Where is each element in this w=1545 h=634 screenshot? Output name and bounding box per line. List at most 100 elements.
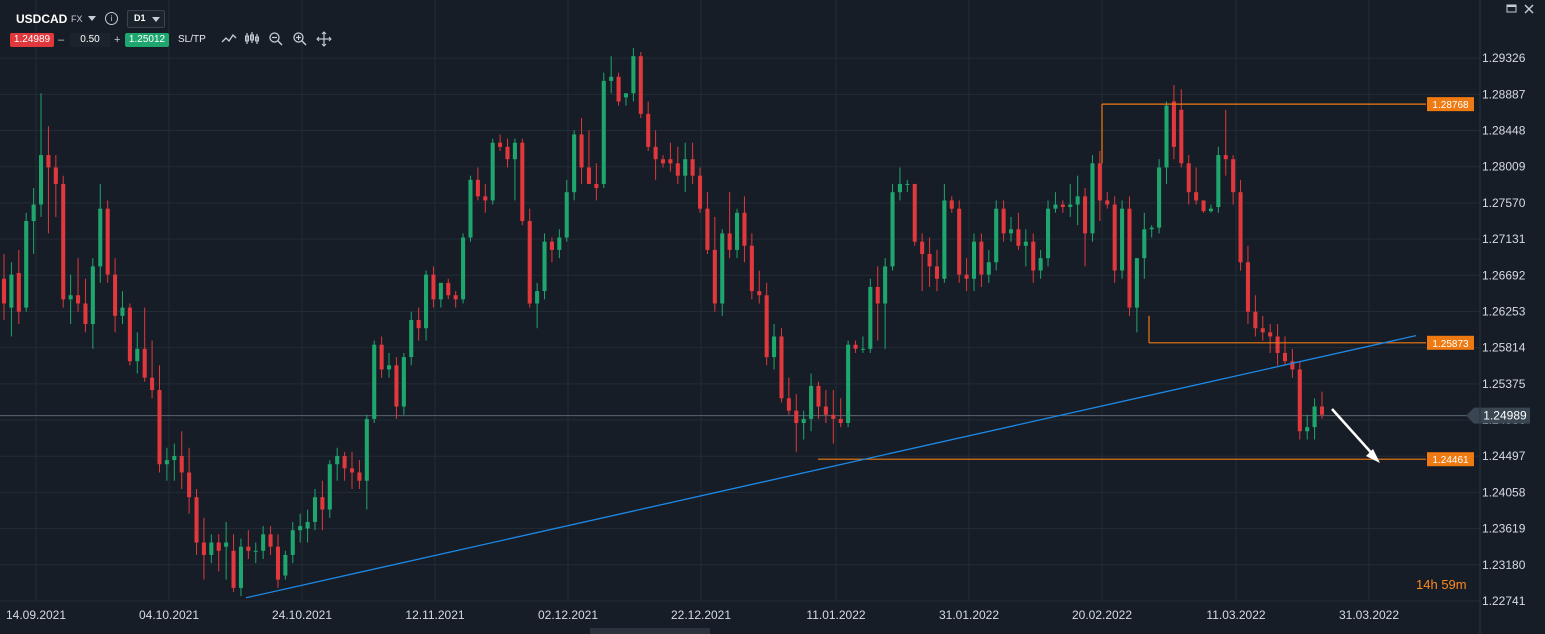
candle-body <box>964 274 969 279</box>
timeframe-label: D1 <box>134 13 146 23</box>
y-tick-label: 1.28448 <box>1482 124 1526 138</box>
candle-body <box>1157 167 1162 228</box>
candle-body <box>542 241 547 292</box>
candle-body <box>623 93 629 98</box>
candle-body <box>1031 241 1036 271</box>
candle-body <box>305 521 310 529</box>
lot-decrease-button[interactable]: – <box>58 34 65 46</box>
x-tick-label: 20.02.2022 <box>1072 608 1132 622</box>
y-tick-label: 1.25375 <box>1482 377 1526 391</box>
candle-body <box>1216 155 1221 208</box>
candle-body <box>461 237 466 300</box>
candle-body <box>1305 427 1310 432</box>
timeframe-select[interactable]: D1 <box>127 10 165 28</box>
candle-body <box>1105 200 1110 205</box>
candle-body <box>971 241 977 279</box>
candle-body <box>979 241 984 275</box>
candle-body <box>786 398 791 411</box>
candle-body <box>431 274 436 300</box>
candle-body <box>298 526 303 531</box>
candle-body <box>527 221 532 304</box>
x-tick-label: 14.09.2021 <box>6 608 66 622</box>
candle-body <box>564 192 569 238</box>
candle-body <box>794 410 799 424</box>
y-tick-label: 1.27570 <box>1482 196 1526 210</box>
candle-body <box>957 208 962 275</box>
buy-price-button[interactable]: 1.25012 <box>125 33 169 47</box>
candle-body <box>801 418 806 424</box>
candle-body <box>535 291 540 304</box>
y-tick-label: 1.29326 <box>1482 51 1526 65</box>
candle-body <box>690 159 695 176</box>
symbol-label[interactable]: USDCAD <box>16 12 68 26</box>
candle-body <box>697 175 703 209</box>
lot-size-input[interactable]: 0.50 <box>70 33 110 47</box>
crosshair-icon[interactable] <box>315 30 333 48</box>
x-tick-label: 31.03.2022 <box>1339 608 1399 622</box>
candle-body <box>1275 336 1280 353</box>
candle-body <box>61 183 66 300</box>
candle-body <box>409 319 414 358</box>
indicators-icon[interactable] <box>243 30 261 48</box>
symbol-dropdown-icon[interactable] <box>88 16 96 21</box>
chart-toolbar: USDCAD FX i D1 1.24989 – 0.50 + 1.25012 … <box>0 0 1480 56</box>
sl-tp-button[interactable]: SL/TP <box>178 34 206 45</box>
candle-body <box>1016 229 1021 246</box>
info-icon[interactable]: i <box>105 12 118 25</box>
candle-body <box>846 344 851 424</box>
market-label: FX <box>71 14 83 24</box>
y-tick-label: 1.23619 <box>1482 522 1526 536</box>
candle-body <box>1319 406 1325 415</box>
zoom-out-icon[interactable] <box>267 30 285 48</box>
candle-body <box>905 183 910 185</box>
candle-body <box>31 204 36 222</box>
zoom-in-icon[interactable] <box>291 30 309 48</box>
candle-body <box>498 142 503 147</box>
candle-body <box>468 179 473 238</box>
candle-body <box>1001 208 1006 234</box>
candle-body <box>268 534 273 547</box>
candle-body <box>24 221 29 308</box>
candle-body <box>1164 105 1169 168</box>
candle-body <box>912 183 917 242</box>
candle-body <box>483 196 488 201</box>
line-chart-icon[interactable] <box>220 30 238 48</box>
candle-body <box>1312 406 1317 428</box>
candle-body <box>823 406 828 415</box>
candle-body <box>261 534 266 551</box>
level-tag <box>1427 452 1474 467</box>
candle-body <box>275 546 281 580</box>
candle-body <box>735 212 740 250</box>
candle-body <box>653 146 658 160</box>
candle-body <box>572 134 577 193</box>
candle-body <box>720 233 725 304</box>
candle-body <box>579 134 584 168</box>
candle-body <box>83 303 88 325</box>
y-tick-label: 1.24497 <box>1482 449 1526 463</box>
x-tick-label: 22.12.2021 <box>671 608 731 622</box>
candle-body <box>1290 361 1295 370</box>
candle-body <box>683 159 688 176</box>
candle-body <box>660 159 666 164</box>
candle-body <box>194 497 199 543</box>
candle-body <box>187 472 192 498</box>
sell-price-button[interactable]: 1.24989 <box>10 33 54 47</box>
candle-body <box>1023 241 1028 246</box>
window-controls <box>1506 4 1534 14</box>
candle-body <box>335 455 340 465</box>
candle-body <box>1120 208 1125 271</box>
candle-body <box>364 418 369 481</box>
candle-body <box>172 455 177 461</box>
candle-body <box>1008 229 1014 234</box>
candle-body <box>150 377 155 391</box>
candle-body <box>253 550 258 552</box>
candle-body <box>372 344 377 419</box>
forecast-arrow <box>1331 408 1377 459</box>
candle-body <box>201 542 206 555</box>
candle-body <box>1238 192 1243 263</box>
candle-body <box>757 291 762 296</box>
candle-body <box>1186 163 1191 193</box>
lot-increase-button[interactable]: + <box>114 34 121 46</box>
